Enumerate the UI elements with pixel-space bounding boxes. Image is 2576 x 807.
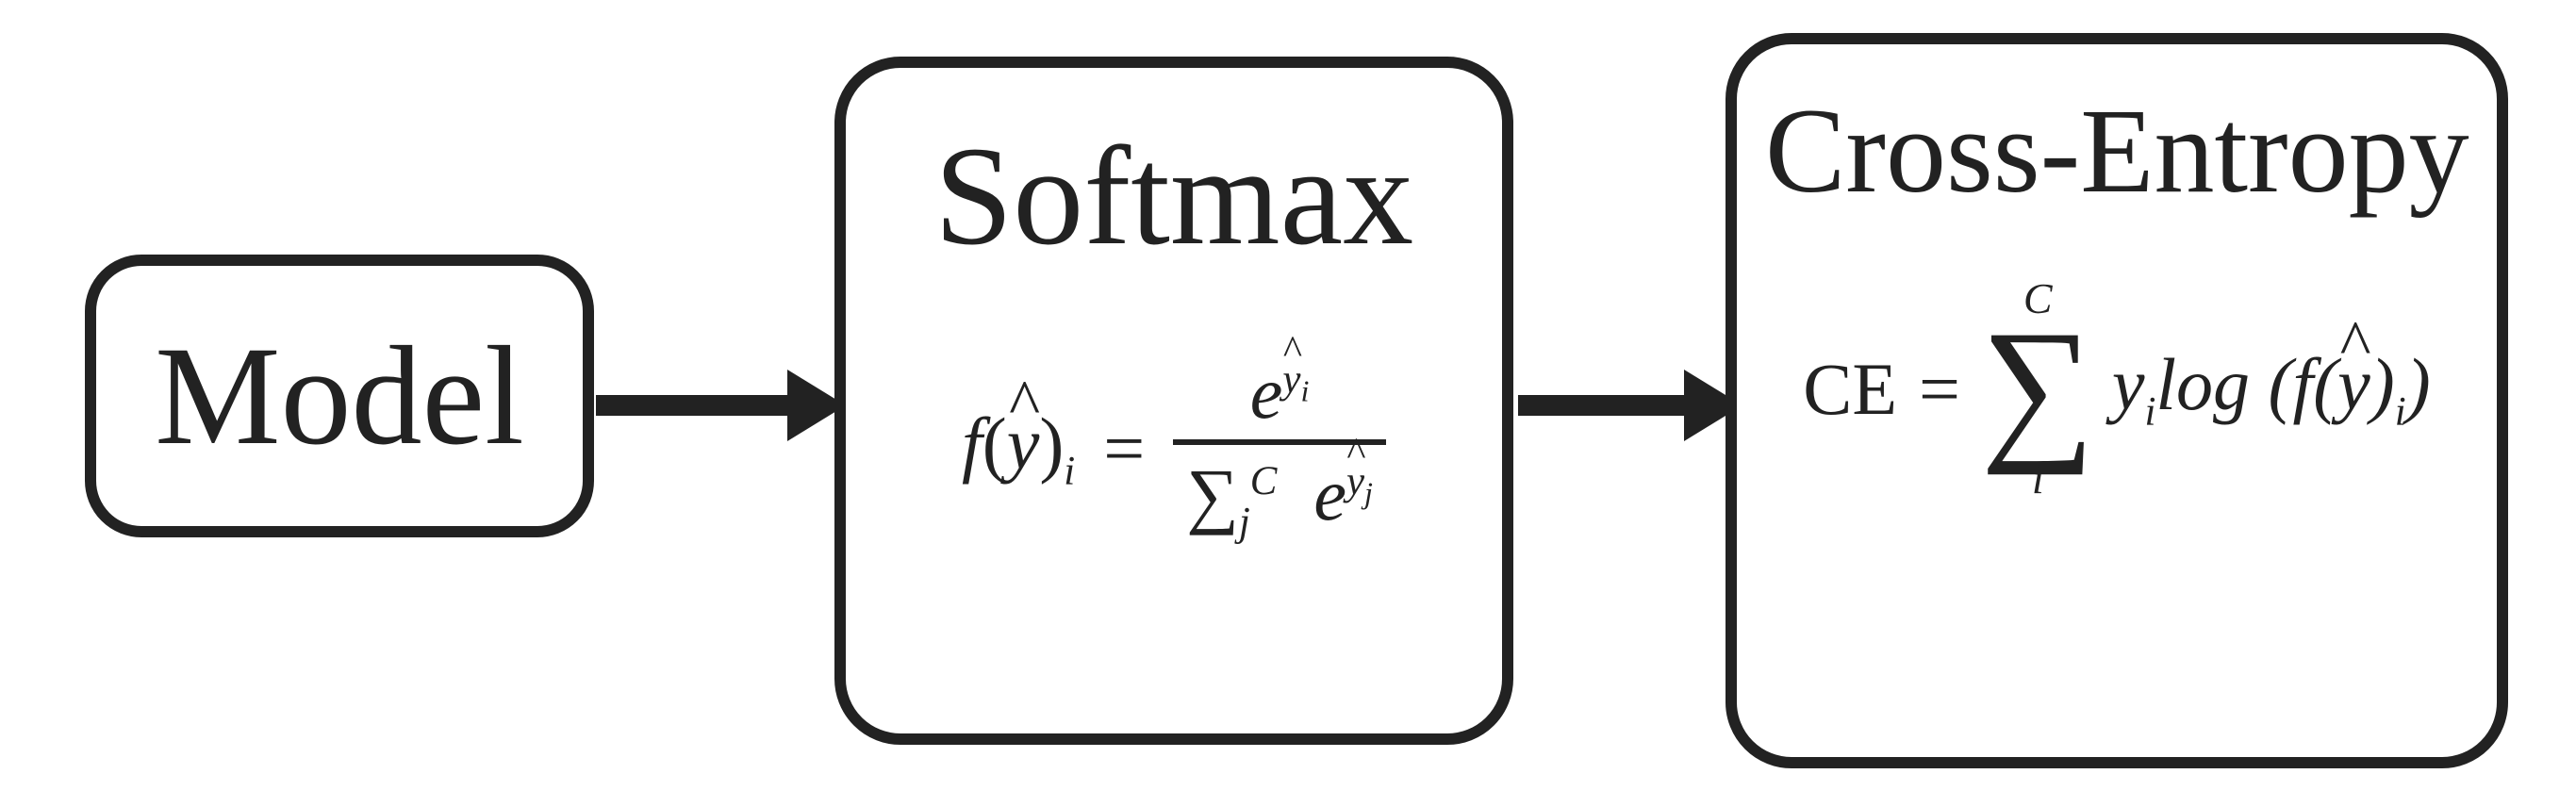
y-hat-small: y [1346, 459, 1364, 503]
f: f [2293, 343, 2314, 425]
log: log [2155, 343, 2250, 425]
numerator: eyi [1237, 353, 1323, 439]
y-hat: y [1007, 402, 1040, 486]
ce-term: yilog (f(y)i) [2112, 342, 2431, 436]
sum-lower: i [2032, 457, 2044, 501]
sub-i: i [2395, 390, 2406, 435]
equals: = [1103, 406, 1145, 491]
equals: = [1914, 347, 1964, 432]
y: y [2112, 343, 2145, 425]
close-paren: ) [2406, 343, 2431, 425]
e: e [1250, 352, 1283, 434]
sub-i: i [2144, 390, 2155, 435]
node-softmax: Softmax f(y)i = eyi ∑jC eyj [834, 57, 1513, 745]
softmax-fraction: eyi ∑jC eyj [1173, 353, 1386, 545]
open-paren: ( [2313, 343, 2337, 425]
denominator: ∑jC eyj [1173, 439, 1386, 545]
softmax-formula: f(y)i = eyi ∑jC eyj [883, 353, 1464, 545]
ce-formula: CE = C ∑ i yilog (f(y)i) [1765, 277, 2469, 501]
arrow-shaft [596, 395, 789, 416]
sigma-icon: ∑ [1186, 453, 1239, 535]
diagram-canvas: Model Softmax f(y)i = eyi ∑jC eyj [0, 0, 2576, 807]
arrow-shaft [1518, 395, 1686, 416]
softmax-lhs: f(y)i [962, 402, 1075, 495]
ce-lhs: CE [1803, 347, 1897, 432]
sub-i: i [1300, 374, 1309, 408]
y-hat: y [2337, 342, 2370, 427]
open-paren: ( [983, 403, 1007, 485]
open-paren: ( [2269, 343, 2293, 425]
sub-i: i [1064, 450, 1075, 494]
arrow-model-to-softmax [596, 370, 846, 441]
sigma-icon: ∑ [1981, 315, 2095, 459]
exp-y-i: yi [1282, 357, 1309, 402]
node-ce-title: Cross-Entropy [1765, 82, 2469, 221]
y-hat-small: y [1282, 357, 1300, 402]
sup-c: C [1250, 459, 1278, 503]
node-cross-entropy: Cross-Entropy CE = C ∑ i yilog (f(y)i) [1726, 33, 2508, 768]
arrow-softmax-to-ce [1518, 370, 1742, 441]
node-model: Model [85, 255, 594, 537]
summation: C ∑ i [1981, 277, 2095, 501]
node-softmax-title: Softmax [883, 115, 1464, 277]
close-paren: ) [2370, 343, 2395, 425]
e: e [1313, 453, 1346, 535]
close-paren: ) [1039, 403, 1064, 485]
exp-y-j: yj [1346, 459, 1373, 503]
sub-j: j [1239, 500, 1250, 544]
node-model-title: Model [155, 315, 524, 477]
sub-j: j [1364, 475, 1373, 509]
f: f [962, 403, 983, 485]
